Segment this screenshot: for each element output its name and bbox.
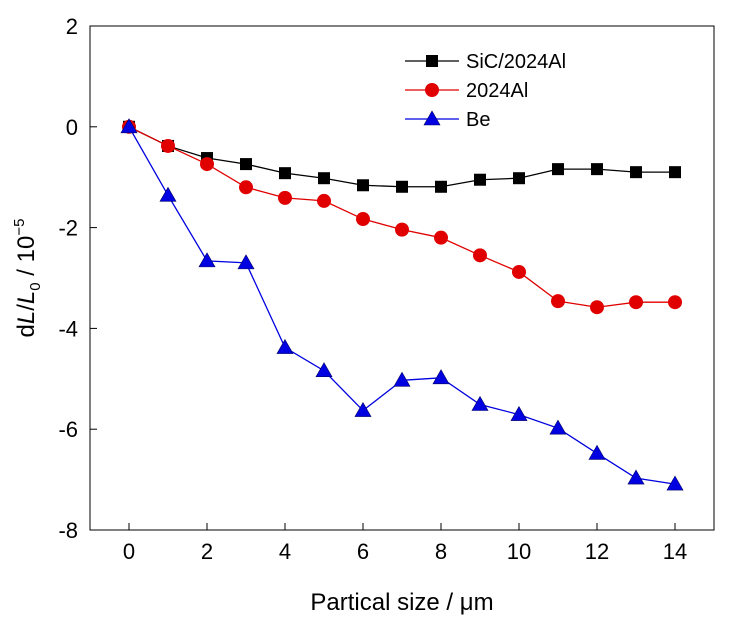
y-title-prefix: d (13, 324, 40, 337)
legend-label: Be (466, 109, 490, 131)
x-tick-label: 4 (279, 539, 291, 564)
y-axis-title: dL/L0 / 10−5 (11, 219, 44, 338)
legend-item: Be (405, 109, 490, 131)
x-tick-label: 12 (585, 539, 609, 564)
data-point (551, 294, 565, 309)
x-tick-label: 0 (123, 539, 135, 564)
data-point (588, 444, 606, 460)
data-point (279, 167, 291, 180)
x-tick-label: 10 (507, 539, 531, 564)
data-point (629, 295, 643, 310)
x-tick-label: 6 (357, 539, 369, 564)
data-point (512, 264, 526, 279)
y-title-exponent: −5 (11, 219, 28, 236)
data-point (471, 395, 489, 411)
data-point (549, 419, 567, 435)
data-point (435, 180, 447, 193)
y-title-slash: / (13, 304, 40, 311)
data-point (161, 138, 175, 153)
legend-marker (425, 83, 439, 97)
legend-label: 2024Al (466, 80, 528, 102)
legend-label: SiC/2024Al (466, 51, 566, 73)
y-tick-label: -6 (58, 417, 78, 442)
data-point (669, 166, 681, 179)
data-point (590, 300, 604, 315)
legend: SiC/2024Al 2024Al Be (405, 51, 566, 131)
axis-ticks: 0 2 4 6 8 10 12 14 2 0 -2 -4 -6 -8 (58, 14, 687, 564)
data-point (668, 295, 682, 310)
data-point (666, 475, 684, 491)
y-title-subscript: 0 (27, 282, 44, 290)
x-tick-label: 8 (435, 539, 447, 564)
y-tick-label: -8 (58, 518, 78, 543)
x-tick-label: 2 (201, 539, 213, 564)
legend-marker (426, 55, 438, 67)
data-point (315, 362, 333, 378)
data-point (354, 401, 372, 417)
y-title-L: L (13, 311, 40, 324)
data-point (432, 369, 450, 385)
y-tick-label: 0 (66, 115, 78, 140)
y-title-L0: L (13, 291, 40, 304)
data-point (120, 118, 138, 134)
data-point (318, 172, 330, 185)
plot-frame (89, 25, 715, 531)
series-1 (122, 119, 682, 315)
data-point (627, 469, 645, 485)
data-point (237, 254, 255, 270)
data-point (356, 212, 370, 227)
data-point (396, 180, 408, 193)
legend-item: SiC/2024Al (405, 51, 566, 73)
y-tick-label: 2 (66, 14, 78, 39)
data-point (240, 158, 252, 171)
y-tick-label: -4 (58, 316, 78, 341)
series-2 (120, 118, 684, 491)
data-point (513, 172, 525, 185)
data-point (630, 166, 642, 179)
series-layer (120, 118, 684, 491)
legend-item: 2024Al (405, 80, 528, 102)
data-point (510, 405, 528, 421)
series-0 (123, 120, 681, 193)
y-tick-label: -2 (58, 216, 78, 241)
data-point (239, 180, 253, 195)
data-point (474, 173, 486, 186)
data-point (473, 248, 487, 263)
data-point (393, 371, 411, 387)
data-point (395, 222, 409, 237)
y-title-unit: / 10 (13, 236, 40, 283)
x-tick-label: 14 (663, 539, 687, 564)
data-point (434, 230, 448, 245)
data-point (159, 186, 177, 202)
data-point (278, 190, 292, 205)
data-point (357, 179, 369, 192)
x-axis-title: Partical size / μm (310, 589, 493, 616)
data-point (317, 193, 331, 208)
data-point (591, 163, 603, 176)
data-point (198, 252, 216, 268)
data-point (200, 157, 214, 172)
data-point (552, 163, 564, 176)
data-point (276, 338, 294, 354)
legend-marker (423, 110, 441, 126)
